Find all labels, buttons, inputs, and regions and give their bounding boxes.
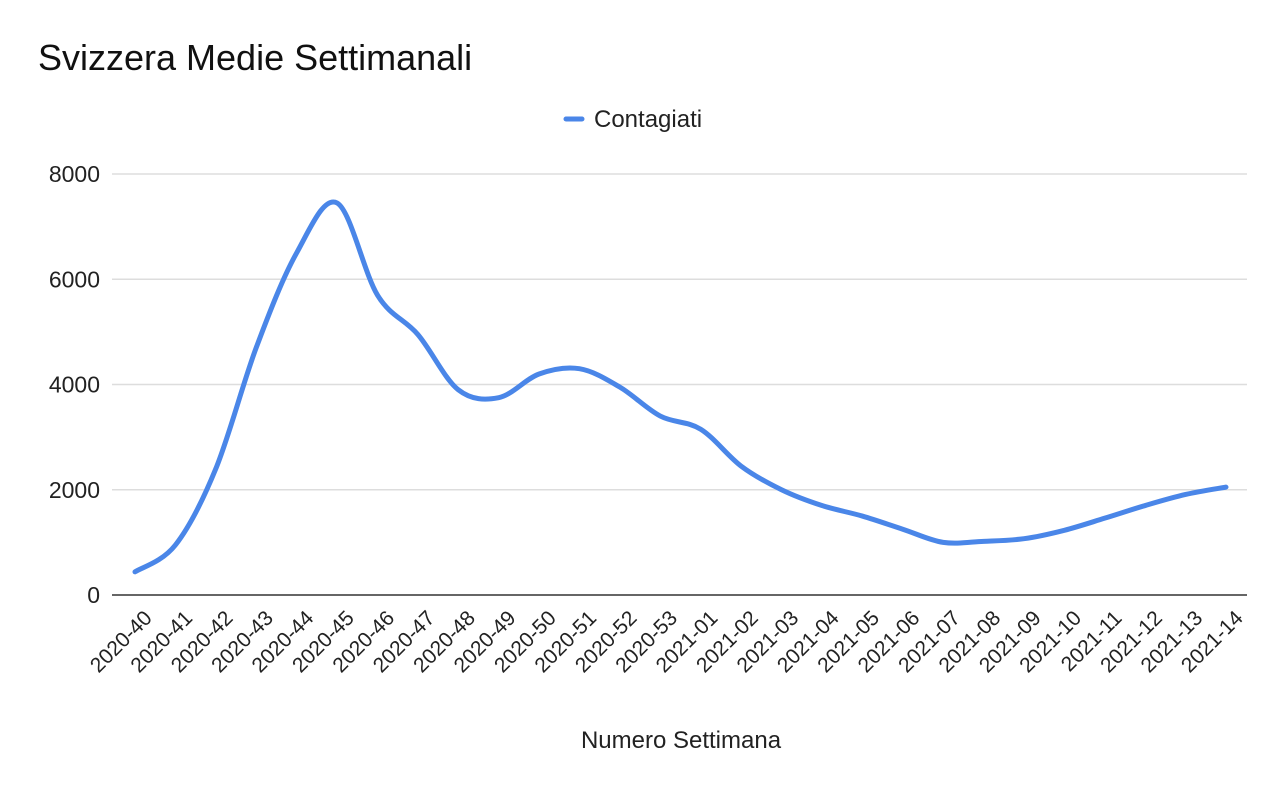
data-point [1102,515,1108,521]
y-tick-label: 0 [87,582,100,608]
data-point [981,538,987,544]
data-point [1183,491,1189,497]
y-tick-label: 6000 [49,266,100,292]
x-axis-title: Numero Settimana [581,727,782,754]
data-point [859,513,865,519]
data-point [132,569,138,575]
chart-title: Svizzera Medie Settimanali [38,37,472,78]
gridlines [112,173,1247,596]
data-point [698,426,704,432]
y-tick-label: 4000 [49,372,100,398]
data-point [294,250,300,256]
y-tick-label: 8000 [49,161,100,187]
data-point [1061,527,1067,533]
data-point [940,539,946,545]
series-layer [132,199,1229,575]
data-point [374,292,380,298]
y-tick-label: 2000 [49,477,100,503]
legend: Contagiati [563,106,702,133]
data-point [334,200,340,206]
y-axis-ticks: 0 2000 4000 6000 8000 [49,161,100,608]
data-point [415,332,421,338]
data-point [496,395,502,401]
data-point [253,345,259,351]
data-point [576,366,582,372]
data-point [172,542,178,548]
legend-label-contagiati: Contagiati [594,106,702,133]
data-point [657,413,663,419]
data-point [617,384,623,390]
data-point [900,526,906,532]
data-point [455,387,461,393]
series-line-contagiati [132,199,1229,575]
data-point [779,487,785,493]
data-point [738,463,744,469]
data-point [819,503,825,509]
data-point [1021,536,1027,542]
data-point [213,466,219,472]
x-axis-ticks: 2020-402020-412020-422020-432020-442020-… [86,606,1248,677]
data-point [1142,503,1148,509]
data-point [1223,484,1229,490]
data-point [536,371,542,377]
